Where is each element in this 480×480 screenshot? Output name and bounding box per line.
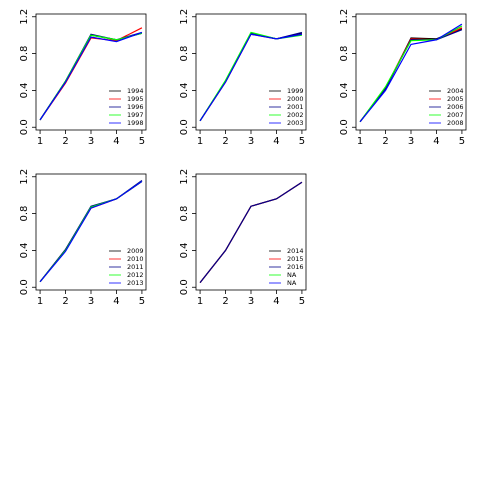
legend-label: 2011 (127, 263, 144, 271)
legend-label: 2012 (127, 271, 144, 279)
x-tick-label: 5 (139, 296, 145, 307)
legend-label: NA (287, 271, 297, 279)
x-tick-label: 5 (459, 136, 465, 147)
legend-label: NA (287, 279, 297, 287)
y-tick-label: 0.0 (339, 119, 350, 135)
legend-label: 2014 (287, 247, 304, 255)
series-line (39, 180, 143, 283)
series-line (199, 181, 303, 284)
x-tick-label: 4 (273, 136, 279, 147)
series-line (359, 29, 463, 123)
x-tick-label: 4 (433, 136, 439, 147)
x-tick-label: 3 (88, 136, 94, 147)
x-tick-label: 4 (113, 296, 119, 307)
series-line (199, 33, 303, 122)
y-tick-label: 0.0 (179, 279, 190, 295)
y-tick-label: 0.4 (19, 82, 30, 98)
x-tick-label: 3 (248, 136, 254, 147)
y-tick-label: 0.8 (19, 206, 30, 222)
x-tick-label: 5 (299, 136, 305, 147)
y-tick-label: 0.4 (179, 82, 190, 98)
x-tick-label: 1 (197, 136, 203, 147)
x-tick-label: 2 (62, 136, 68, 147)
x-tick-label: 1 (37, 136, 43, 147)
x-tick-label: 2 (62, 296, 68, 307)
y-tick-label: 1.2 (339, 9, 350, 25)
legend-label: 1999 (287, 87, 304, 95)
x-tick-label: 3 (408, 136, 414, 147)
legend-label: 2003 (287, 119, 304, 127)
y-tick-label: 1.2 (19, 169, 30, 185)
y-tick-label: 0.8 (339, 46, 350, 62)
y-tick-label: 0.8 (179, 46, 190, 62)
x-tick-label: 5 (139, 136, 145, 147)
series-line (39, 31, 143, 121)
y-tick-label: 0.8 (179, 206, 190, 222)
legend-label: 1996 (127, 103, 144, 111)
x-tick-label: 4 (113, 136, 119, 147)
x-tick-label: 4 (273, 296, 279, 307)
legend-label: 2004 (447, 87, 464, 95)
x-tick-label: 3 (248, 296, 254, 307)
y-tick-label: 0.4 (179, 242, 190, 258)
legend-label: 2016 (287, 263, 304, 271)
y-tick-label: 0.0 (19, 119, 30, 135)
x-tick-label: 5 (299, 296, 305, 307)
legend-label: 2015 (287, 255, 304, 263)
legend-label: 1997 (127, 111, 144, 119)
legend-label: 2008 (447, 119, 464, 127)
x-tick-label: 2 (222, 296, 228, 307)
legend-label: 1998 (127, 119, 144, 127)
legend-label: 2009 (127, 247, 144, 255)
x-tick-label: 1 (197, 296, 203, 307)
y-tick-label: 1.2 (19, 9, 30, 25)
y-tick-label: 1.2 (179, 169, 190, 185)
legend-label: 2006 (447, 103, 464, 111)
x-tick-label: 2 (382, 136, 388, 147)
legend-label: 2001 (287, 103, 304, 111)
legend-label: 2002 (287, 111, 304, 119)
series-line (359, 23, 463, 123)
legend-label: 2007 (447, 111, 464, 119)
legend-label: 2005 (447, 95, 464, 103)
y-tick-label: 0.4 (339, 82, 350, 98)
x-tick-label: 2 (222, 136, 228, 147)
y-tick-label: 0.4 (19, 242, 30, 258)
legend-label: 2010 (127, 255, 144, 263)
x-tick-label: 3 (88, 296, 94, 307)
x-tick-label: 1 (357, 136, 363, 147)
legend-label: 2013 (127, 279, 144, 287)
x-tick-label: 1 (37, 296, 43, 307)
y-tick-label: 0.0 (19, 279, 30, 295)
legend-label: 2000 (287, 95, 304, 103)
legend-label: 1995 (127, 95, 144, 103)
y-tick-label: 0.0 (179, 119, 190, 135)
legend-label: 1994 (127, 87, 144, 95)
y-tick-label: 1.2 (179, 9, 190, 25)
y-tick-label: 0.8 (19, 46, 30, 62)
